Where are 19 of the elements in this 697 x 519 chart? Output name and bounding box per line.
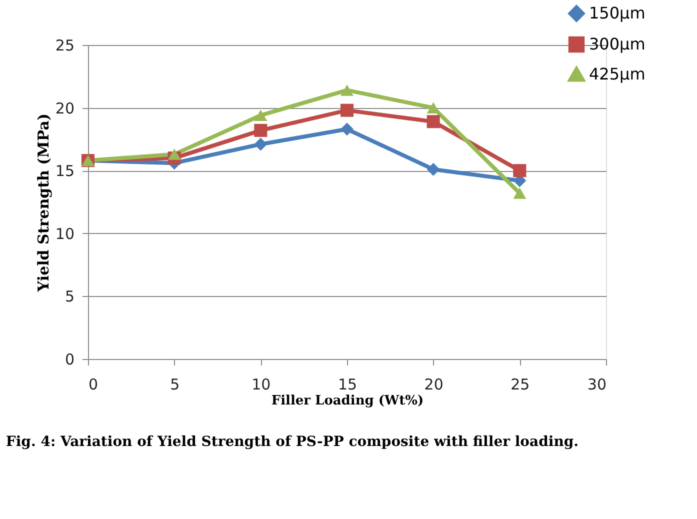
y-tick-label: 25 <box>55 36 74 54</box>
x-tick-label: 25 <box>510 376 530 394</box>
x-tick-label: 15 <box>338 376 358 394</box>
y-tick-label: 0 <box>64 350 74 368</box>
y-tick-label: 15 <box>55 162 74 180</box>
y-axis-title: Yield Strength (MPa) <box>34 113 52 293</box>
legend-label: 425µm <box>589 64 646 84</box>
y-tick-label: 10 <box>55 224 74 243</box>
y-tick-label: 20 <box>55 99 74 118</box>
caption: Fig. 4: Variation of Yield Strength of PS-PP composite with filler loading. <box>6 434 579 450</box>
legend-label: 150µm <box>589 4 646 22</box>
legend-label: 300µm <box>589 34 646 54</box>
x-axis-title: Filler Loading (Wt%) <box>271 394 424 408</box>
x-tick-label: 20 <box>424 376 444 394</box>
y-tick-label: 5 <box>64 288 74 306</box>
x-tick-label: 5 <box>170 376 180 394</box>
x-tick-label: 30 <box>587 376 606 394</box>
x-tick-label: 0 <box>88 376 98 394</box>
x-tick-label: 10 <box>252 376 271 394</box>
